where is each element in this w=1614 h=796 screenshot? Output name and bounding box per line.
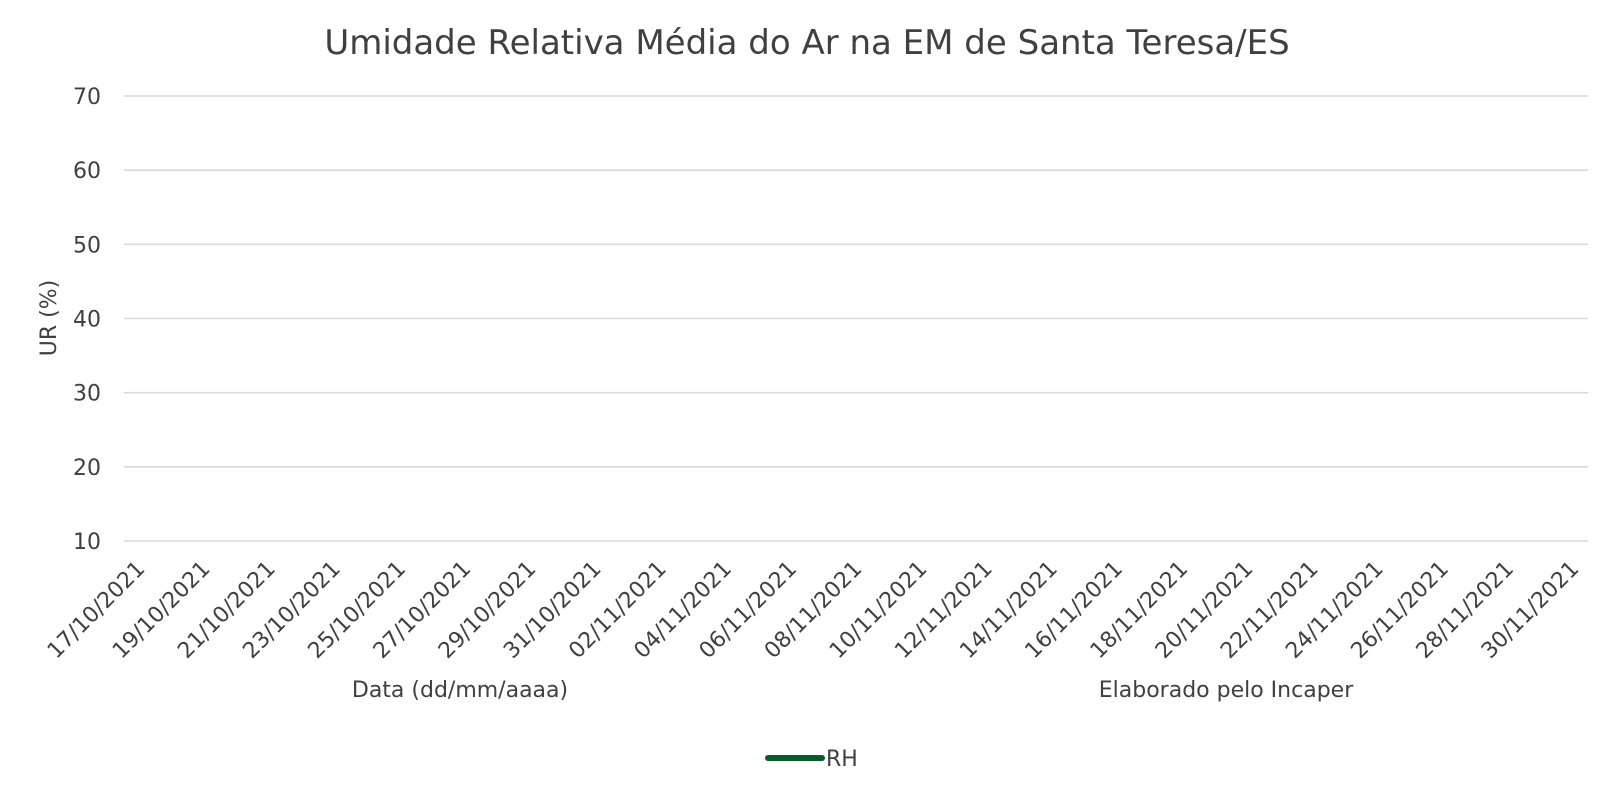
chart-title: Umidade Relativa Média do Ar na EM de Sa… — [324, 23, 1289, 63]
y-axis-label: UR (%) — [37, 280, 62, 356]
x-axis-ticks: 17/10/202119/10/202121/10/202123/10/2021… — [43, 557, 1584, 664]
y-tick-label: 50 — [73, 233, 101, 258]
y-tick-label: 10 — [73, 530, 101, 555]
x-axis-label: Data (dd/mm/aaaa) — [352, 678, 568, 703]
y-axis-ticks: 10 20 30 40 50 60 70 — [73, 85, 101, 555]
y-tick-label: 60 — [73, 159, 101, 184]
y-tick-label: 70 — [73, 85, 101, 110]
y-tick-label: 40 — [73, 308, 101, 333]
source-note: Elaborado pelo Incaper — [1099, 678, 1354, 703]
gridlines — [124, 95, 1588, 542]
legend: RH — [765, 747, 858, 772]
y-tick-label: 30 — [73, 382, 101, 407]
legend-label-rh: RH — [826, 747, 858, 772]
y-tick-label: 20 — [73, 456, 101, 481]
